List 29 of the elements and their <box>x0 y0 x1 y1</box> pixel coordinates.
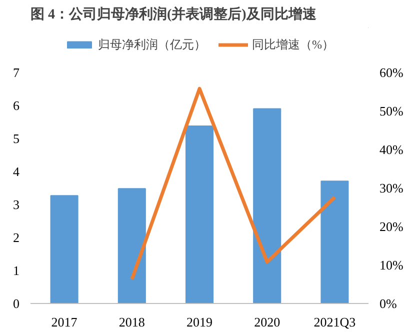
x-tick-label: 2020 <box>254 314 280 330</box>
y-tick-label: 2 <box>13 230 20 245</box>
legend-label: 同比增速（%） <box>252 36 334 53</box>
line-series <box>130 86 336 281</box>
x-tick-label: 2019 <box>186 314 212 330</box>
y-tick-label: 7 <box>13 65 20 80</box>
x-tick-label: 2017 <box>51 314 78 330</box>
y2-tick-label: 30% <box>380 180 404 196</box>
bar <box>185 125 214 304</box>
y-tick-label: 0 <box>13 296 20 311</box>
y-tick-label: 1 <box>13 263 20 278</box>
y2-tick-label: 60% <box>380 65 404 80</box>
x-tick-label: 2021Q3 <box>314 314 356 330</box>
y2-tick-label: 10% <box>380 258 404 272</box>
y2-tick-label: 20% <box>380 219 404 234</box>
bar <box>118 188 146 304</box>
y2-tick-label: 0% <box>380 296 397 311</box>
y-tick-label: 6 <box>13 98 20 113</box>
bar <box>253 108 282 304</box>
y-tick-label: 5 <box>13 131 20 146</box>
chart-title: 图 4：公司归母净利润(并表调整后)及同比增速 <box>30 6 318 22</box>
y2-tick-label: 50% <box>380 104 404 118</box>
y2-tick-label: 40% <box>380 142 404 157</box>
legend-label: 归母净利润（亿元） <box>98 36 206 53</box>
bar <box>320 180 349 304</box>
y-tick-label: 4 <box>13 164 20 179</box>
bar <box>50 195 78 304</box>
x-tick-label: 2018 <box>118 314 145 330</box>
y-tick-label: 3 <box>13 197 20 212</box>
